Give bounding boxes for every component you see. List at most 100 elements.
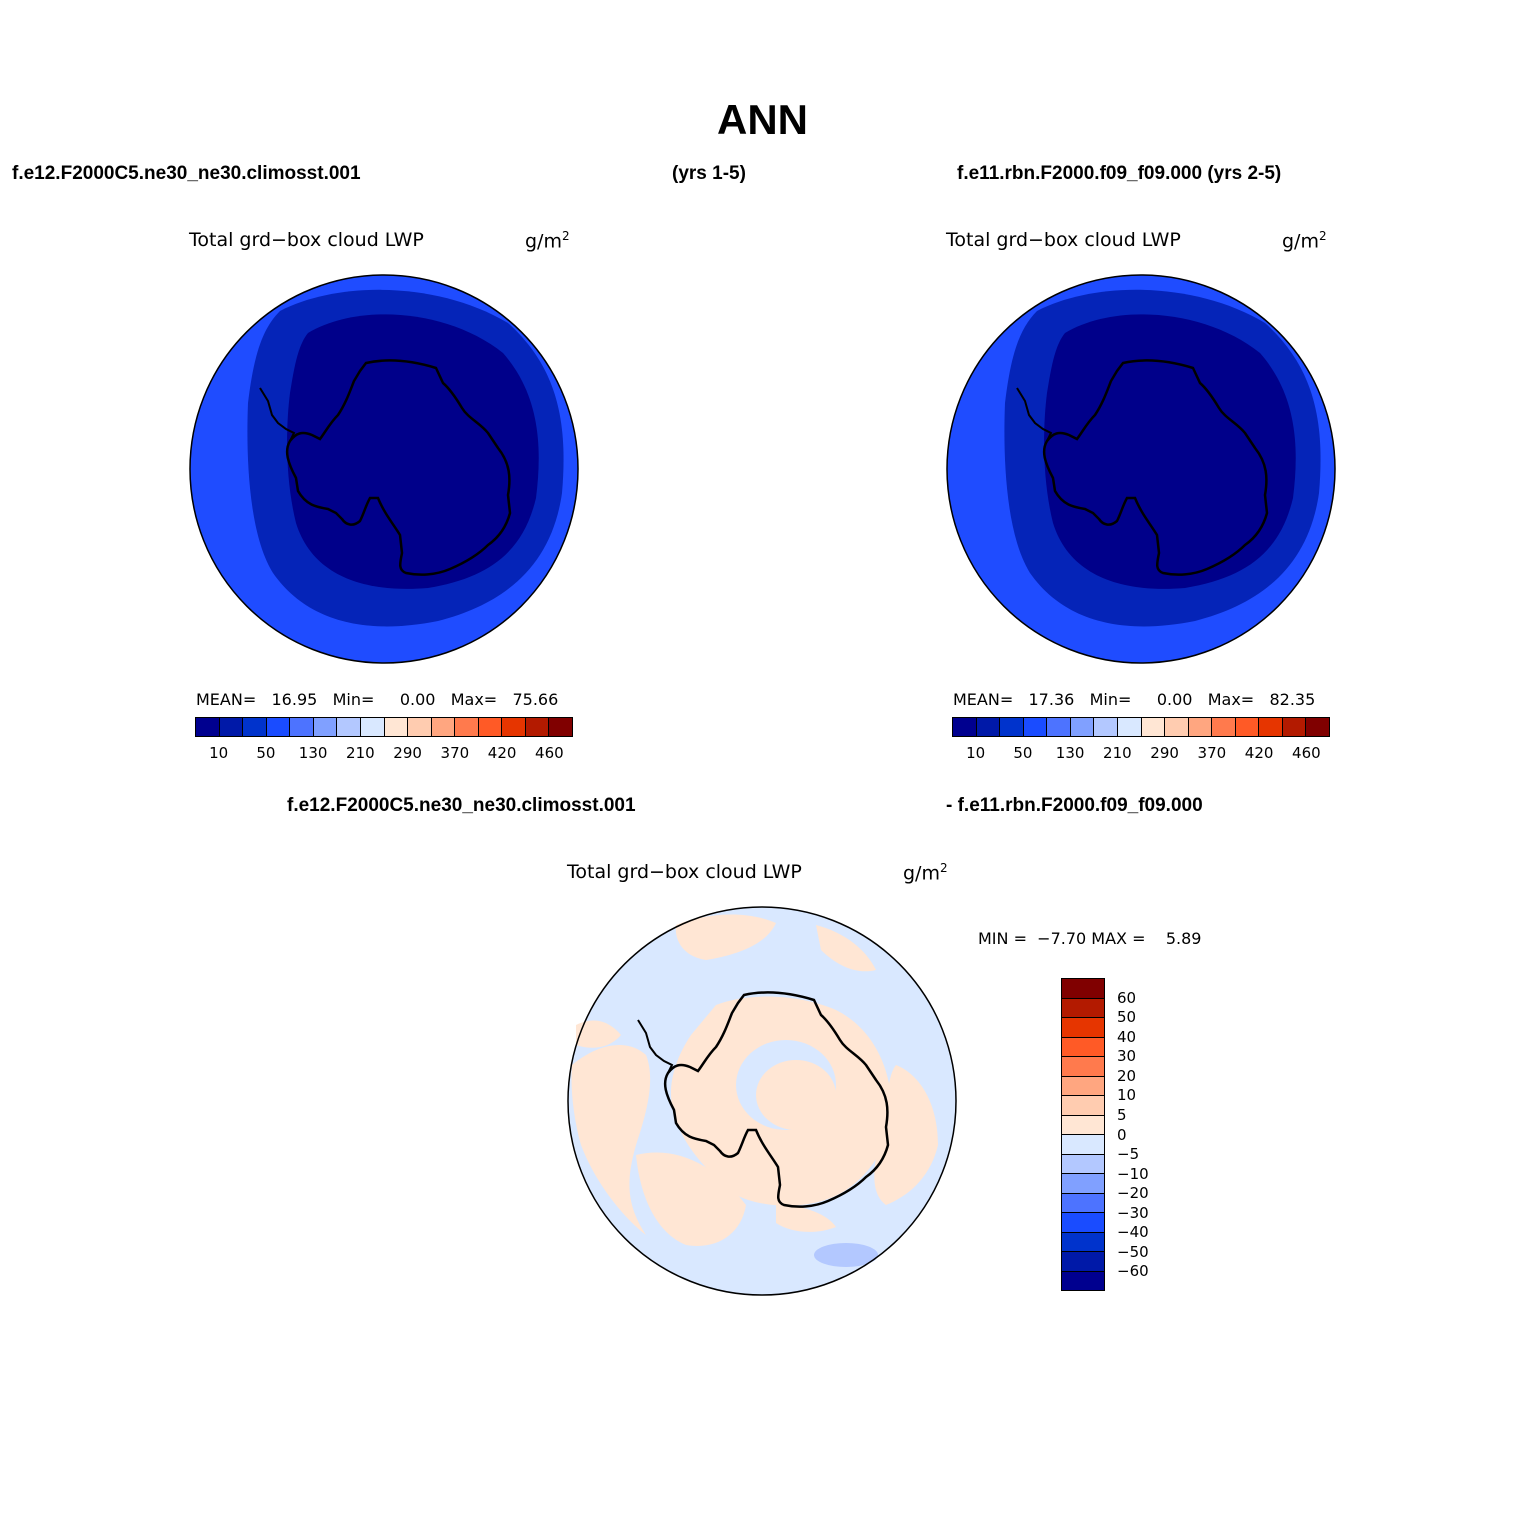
panel2-colorbar-tick-label: 10 xyxy=(966,744,986,762)
diff-colorbar-tick-label: −40 xyxy=(1117,1223,1149,1242)
diff-map-border xyxy=(567,906,957,1296)
diff-colorbar-tick-label: 40 xyxy=(1117,1027,1137,1046)
diff-colorbar-tick-label: −50 xyxy=(1117,1242,1149,1261)
panel2-colorbar-swatch xyxy=(1000,718,1024,736)
panel1-colorbar-ticks: 10 50 130 210 290 370 420 460 xyxy=(195,744,573,764)
diff-colorbar-swatch xyxy=(1062,1115,1104,1135)
panel1-colorbar-swatch xyxy=(549,718,572,736)
panel2-colorbar-swatch xyxy=(1235,718,1260,736)
panel2-colorbar-swatch xyxy=(1306,718,1329,736)
diff-colorbar-swatch xyxy=(1062,1232,1104,1252)
panel1-colorbar-tick-label: 290 xyxy=(393,744,422,762)
panel2-colorbar-tick-label: 210 xyxy=(1103,744,1132,762)
diff-variable-title: Total grd−box cloud LWP xyxy=(567,861,802,883)
panel1-colorbar-tick-label: 10 xyxy=(209,744,229,762)
panel2-map-border xyxy=(946,274,1336,664)
panel2-colorbar-swatch xyxy=(976,718,1001,736)
diff-colorbar-swatch xyxy=(1062,1252,1104,1272)
panel2-variable-title: Total grd−box cloud LWP xyxy=(946,229,1181,251)
panel1-colorbar-tick-label: 50 xyxy=(256,744,276,762)
diff-colorbar-tick-label: 0 xyxy=(1117,1125,1127,1144)
diff-colorbar-swatch xyxy=(1062,998,1104,1018)
case1-label: f.e12.F2000C5.ne30_ne30.climosst.001 xyxy=(12,163,361,184)
diff-case1-label: f.e12.F2000C5.ne30_ne30.climosst.001 xyxy=(287,795,636,816)
panel2-colorbar-swatch xyxy=(1141,718,1166,736)
panel1-colorbar-swatch xyxy=(290,718,314,736)
panel1-colorbar-swatch xyxy=(196,718,220,736)
panel1-colorbar-tick-label: 460 xyxy=(535,744,564,762)
diff-colorbar-tick-label: −60 xyxy=(1117,1262,1149,1281)
diff-colorbar-swatch xyxy=(1062,1213,1104,1233)
panel1-units: g/m2 xyxy=(525,229,570,253)
panel1-colorbar-swatch xyxy=(337,718,361,736)
diff-colorbar-swatch xyxy=(1062,1135,1104,1155)
panel2-colorbar-swatch xyxy=(1188,718,1213,736)
diff-colorbar-tick-label: −30 xyxy=(1117,1203,1149,1222)
diff-colorbar-swatch xyxy=(1062,1154,1104,1174)
panel2-colorbar-swatch xyxy=(1165,718,1189,736)
panel2-colorbar xyxy=(952,717,1330,737)
diff-polar-map xyxy=(567,906,957,1296)
panel1-colorbar-tick-label: 370 xyxy=(440,744,470,762)
panel2-colorbar-swatch xyxy=(1094,718,1118,736)
panel1-colorbar-swatch xyxy=(360,718,385,736)
diff-colorbar-swatch xyxy=(1062,1037,1104,1057)
diff-case2-label: - f.e11.rbn.F2000.f09_f09.000 xyxy=(946,795,1203,816)
diff-colorbar-tick-label: −5 xyxy=(1117,1145,1140,1164)
panel2-colorbar-tick-label: 130 xyxy=(1055,744,1085,762)
panel2-units: g/m2 xyxy=(1282,229,1327,253)
panel1-colorbar-swatch xyxy=(243,718,267,736)
panel2-colorbar-swatch xyxy=(1047,718,1071,736)
panel1-colorbar-swatch xyxy=(313,718,338,736)
diff-colorbar xyxy=(1061,978,1105,1291)
diff-peninsula-outline xyxy=(637,1019,674,1074)
panel1-colorbar-swatch xyxy=(502,718,526,736)
diff-colorbar-swatch xyxy=(1062,1271,1104,1290)
panel2-colorbar-ticks: 10 50 130 210 290 370 420 460 xyxy=(952,744,1330,764)
panel2-colorbar-tick-label: 290 xyxy=(1150,744,1179,762)
panel1-polar-map xyxy=(189,274,579,664)
panel1-colorbar-swatch xyxy=(266,718,291,736)
diff-colorbar-swatch xyxy=(1062,979,1104,999)
diff-colorbar-tick-label: 30 xyxy=(1117,1047,1137,1066)
panel1-colorbar-swatch xyxy=(478,718,503,736)
panel2-colorbar-swatch xyxy=(1023,718,1048,736)
panel2-stats: MEAN= 17.36 Min= 0.00 Max= 82.35 xyxy=(953,690,1316,709)
panel1-map-border xyxy=(189,274,579,664)
diff-colorbar-swatch xyxy=(1062,1174,1104,1194)
panel2-colorbar-tick-label: 420 xyxy=(1244,744,1274,762)
diff-antarctica-outline xyxy=(663,991,890,1208)
panel1-colorbar-tick-label: 130 xyxy=(298,744,328,762)
panel1-colorbar-swatch xyxy=(384,718,409,736)
panel2-colorbar-tick-label: 50 xyxy=(1013,744,1033,762)
diff-map-fields xyxy=(568,907,956,1295)
diff-colorbar-tick-label: 50 xyxy=(1117,1008,1137,1027)
panel2-colorbar-swatch xyxy=(1282,718,1307,736)
panel1-colorbar-swatch xyxy=(219,718,244,736)
panel2-colorbar-tick-label: 460 xyxy=(1292,744,1321,762)
panel1-colorbar-tick-label: 420 xyxy=(487,744,517,762)
diff-colorbar-tick-label: 10 xyxy=(1117,1086,1137,1105)
panel2-polar-map xyxy=(946,274,1336,664)
panel1-colorbar-swatch xyxy=(431,718,456,736)
panel2-colorbar-tick-label: 370 xyxy=(1197,744,1227,762)
panel1-colorbar-swatch xyxy=(455,718,479,736)
diff-colorbar-swatch xyxy=(1062,1018,1104,1038)
panel2-map-fields xyxy=(947,275,1335,663)
diff-colorbar-tick-label: −20 xyxy=(1117,1184,1149,1203)
panel1-colorbar-swatch xyxy=(408,718,432,736)
panel1-colorbar xyxy=(195,717,573,737)
diff-colorbar-tick-label: 5 xyxy=(1117,1105,1127,1124)
panel1-colorbar-tick-label: 210 xyxy=(346,744,375,762)
panel1-colorbar-swatch xyxy=(525,718,550,736)
diff-colorbar-tick-label: 60 xyxy=(1117,988,1137,1007)
panel2-colorbar-swatch xyxy=(1259,718,1283,736)
diff-colorbar-swatch xyxy=(1062,1057,1104,1077)
panel1-stats: MEAN= 16.95 Min= 0.00 Max= 75.66 xyxy=(196,690,559,709)
diff-colorbar-swatch xyxy=(1062,1193,1104,1213)
diff-colorbar-swatch xyxy=(1062,1076,1104,1096)
panel1-antarctica-outline xyxy=(285,359,512,576)
panel2-colorbar-swatch xyxy=(953,718,977,736)
panel1-variable-title: Total grd−box cloud LWP xyxy=(189,229,424,251)
panel2-peninsula-outline xyxy=(1016,387,1053,442)
